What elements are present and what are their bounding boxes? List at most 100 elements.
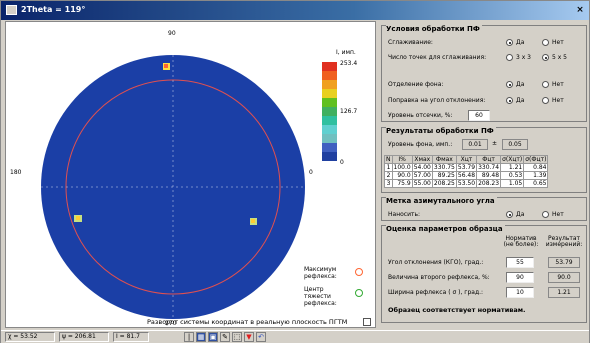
evaluation-title: Оценка параметров образца [386, 225, 505, 233]
pencil-icon[interactable]: ✎ [220, 332, 230, 342]
col-n: N [384, 155, 393, 164]
label-0: 0 [309, 169, 313, 176]
eval-row2-norm-input[interactable]: 90 [506, 272, 534, 283]
bg-yes-label: Да [516, 81, 525, 88]
cell: 57.00 [411, 171, 433, 180]
tilt-no-radio[interactable] [542, 97, 549, 104]
cell: 53.79 [455, 163, 478, 172]
table-row[interactable]: 2 90.0 57.00 89.25 56.48 89.48 0.53 1.39 [384, 171, 549, 180]
results-header-row: N I% Xмах Фмах Xцт Фцт σ(Xцт) σ(Фцт) [384, 155, 549, 164]
reflex-1 [163, 63, 170, 70]
col-fct: Фцт [476, 155, 502, 164]
bg-no-label: Нет [552, 81, 564, 88]
bg-no-radio[interactable] [542, 81, 549, 88]
eval-row1-norm-input[interactable]: 55 [506, 257, 534, 268]
undo-icon[interactable]: ↶ [256, 332, 266, 342]
eval-row3-norm-input[interactable]: 10 [506, 287, 534, 298]
app-icon [6, 5, 17, 15]
settings-panel: Условия обработки ПФ Сглаживание: Да Нет… [379, 21, 588, 326]
smoothing-label: Сглаживание: [388, 39, 433, 46]
colorbar-title: I, имп. [336, 49, 356, 56]
status-intensity: I = 81.7 [113, 332, 149, 342]
table-row[interactable]: 3 75.9 55.00 208.25 53.50 208.23 1.05 0.… [384, 179, 549, 188]
bg-level-error: 0.05 [502, 139, 528, 150]
col-i: I% [391, 155, 413, 164]
eval-row1-label: Угол отклонения (КГО), град.: [388, 259, 484, 266]
points-3x3-label: 3 x 3 [516, 54, 531, 61]
table-row[interactable]: 1 100.0 54.00 330.75 53.79 330.74 1.21 0… [384, 163, 549, 172]
cell: 89.48 [476, 171, 502, 180]
tilt-no-label: Нет [552, 97, 564, 104]
cell: 90.0 [391, 171, 413, 180]
select-icon[interactable]: ⬚ [232, 332, 242, 342]
smoothing-no-radio[interactable] [542, 39, 549, 46]
status-chi: χ = 53.52 [5, 332, 55, 342]
center-marker-legend [355, 289, 363, 297]
pm-sign: ± [492, 140, 498, 147]
cell: 1 [384, 163, 393, 172]
azimuth-group: Метка азимутального угла Наносить: Да Не… [381, 197, 587, 221]
col-sf: σ(Фцт) [523, 155, 549, 164]
results-title: Результаты обработки ПФ [386, 127, 496, 135]
colorbar-max: 253.4 [340, 60, 358, 67]
cutoff-input[interactable]: 60 [468, 110, 490, 121]
eval-row2-label: Величина второго рефлекса, %: [388, 274, 490, 281]
down-arrow-icon[interactable]: ▼ [244, 332, 254, 342]
points-3x3-radio[interactable] [506, 54, 513, 61]
bg-sep-label: Отделение фона: [388, 81, 444, 88]
cell: 1.05 [500, 179, 525, 188]
bg-yes-radio[interactable] [506, 81, 513, 88]
cell: 53.50 [455, 179, 478, 188]
azimuth-title: Метка азимутального угла [386, 197, 497, 205]
close-button[interactable]: × [576, 5, 584, 15]
points-label: Число точек для сглаживания: [388, 54, 487, 61]
label-180: 180 [10, 169, 22, 176]
colorbar-mid: 126.7 [340, 108, 358, 115]
results-table: N I% Xмах Фмах Xцт Фцт σ(Xцт) σ(Фцт) 1 1… [384, 155, 549, 188]
map-view-icon[interactable]: ▦ [196, 332, 206, 342]
bg-level-value: 0.01 [462, 139, 488, 150]
cell: 0.84 [523, 163, 549, 172]
col-xct: Xцт [455, 155, 478, 164]
cell: 2 [384, 171, 393, 180]
title-bar: 2Theta = 119° × [1, 1, 589, 20]
label-270: 270 [165, 320, 177, 327]
azimuth-yes-label: Да [516, 211, 525, 218]
cell: 330.74 [476, 163, 502, 172]
col-sx: σ(Xцт) [500, 155, 525, 164]
cell: 75.9 [391, 179, 413, 188]
smoothing-yes-label: Да [516, 39, 525, 46]
points-5x5-label: 5 x 5 [552, 54, 567, 61]
smoothing-yes-radio[interactable] [506, 39, 513, 46]
azimuth-apply-label: Наносить: [388, 211, 421, 218]
processing-group: Условия обработки ПФ Сглаживание: Да Нет… [381, 25, 587, 122]
center-legend-label: Центр тяжести рефлекса: [304, 286, 337, 307]
max-legend-label: Максимум рефлекса: [304, 266, 337, 280]
colorbar [322, 62, 337, 161]
tilt-label: Поправка на угол отклонения: [388, 97, 486, 104]
cell: 0.53 [500, 171, 525, 180]
verdict-text: Образец соответствует нормативам. [388, 306, 526, 314]
max-marker-legend [355, 268, 363, 276]
grid-view-icon[interactable]: ▣ [208, 332, 218, 342]
status-psi: ψ = 206.81 [59, 332, 109, 342]
rotate-checkbox[interactable] [363, 318, 371, 326]
cell: 56.48 [455, 171, 478, 180]
processing-title: Условия обработки ПФ [386, 25, 482, 33]
eval-row3-result: 1.21 [548, 287, 580, 298]
eval-row2-result: 90.0 [548, 272, 580, 283]
cell: 208.25 [431, 179, 457, 188]
tilt-yes-radio[interactable] [506, 97, 513, 104]
pole-figure-plot: 90 270 180 0 I, имп. 253.4 126.7 0 Макси… [5, 21, 376, 328]
colorbar-min: 0 [340, 159, 344, 166]
points-5x5-radio[interactable] [542, 54, 549, 61]
col-norm-header: Норматив (не более): [503, 235, 539, 248]
azimuth-no-radio[interactable] [542, 211, 549, 218]
toolbar-divider-icon[interactable]: | [184, 332, 194, 342]
cell: 100.0 [391, 163, 413, 172]
eval-row1-result: 53.79 [548, 257, 580, 268]
pole-figure-svg[interactable] [6, 22, 377, 329]
azimuth-yes-radio[interactable] [506, 211, 513, 218]
cell: 330.75 [431, 163, 457, 172]
